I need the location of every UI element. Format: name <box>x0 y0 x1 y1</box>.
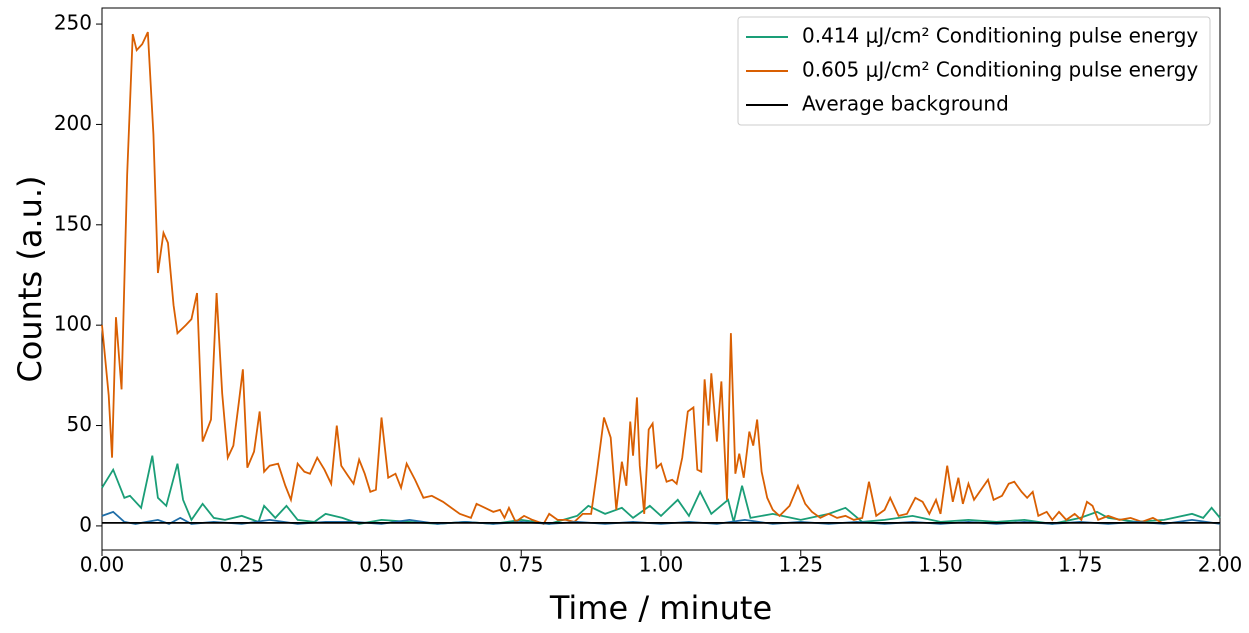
y-tick-label: 150 <box>54 211 92 235</box>
x-tick-label: 1.50 <box>918 553 963 577</box>
y-tick-label: 250 <box>54 11 92 35</box>
x-tick-label: 1.75 <box>1058 553 1103 577</box>
y-tick-label: 200 <box>54 111 92 135</box>
legend-label: 0.414 μJ/cm² Conditioning pulse energy <box>802 24 1198 48</box>
series-line <box>101 455 1221 525</box>
y-axis-title: Counts (a.u.) <box>11 175 49 382</box>
x-tick-label: 0.25 <box>219 553 264 577</box>
x-tick-label: 1.25 <box>778 553 823 577</box>
legend-box <box>737 16 1211 126</box>
x-axis-title: Time / minute <box>549 589 772 627</box>
y-tick-label: 100 <box>54 312 92 336</box>
x-tick-label: 0.00 <box>80 553 125 577</box>
x-tick-label: 1.00 <box>639 553 684 577</box>
x-tick-label: 0.50 <box>359 553 404 577</box>
series-line <box>101 31 1165 526</box>
y-tick-label: 0 <box>79 512 92 536</box>
y-tick-label: 50 <box>67 412 92 436</box>
x-tick-label: 0.75 <box>499 553 544 577</box>
legend-label: 0.605 μJ/cm² Conditioning pulse energy <box>802 58 1198 82</box>
legend-label: Average background <box>802 92 1009 116</box>
x-tick-label: 2.00 <box>1198 553 1243 577</box>
